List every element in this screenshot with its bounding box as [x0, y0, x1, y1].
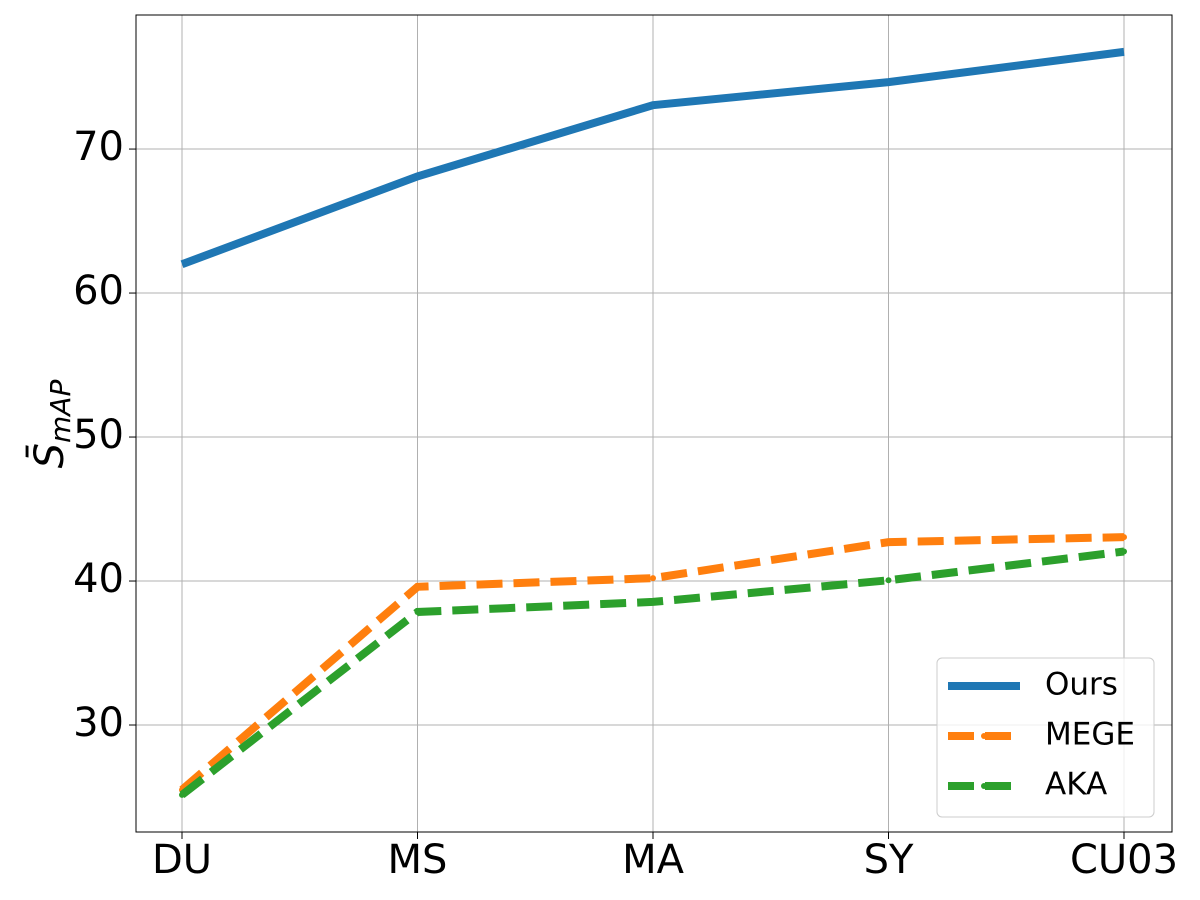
- y-tick-label: 30: [73, 700, 124, 746]
- point-marker: [414, 583, 421, 590]
- series-line: [179, 533, 1125, 793]
- legend-label: Ours: [1045, 667, 1118, 703]
- x-tick-label: SY: [864, 837, 914, 883]
- x-tick-label: MS: [388, 837, 448, 883]
- legend-marker: [981, 783, 987, 789]
- point-marker: [1121, 534, 1127, 541]
- y-tick-label: 60: [73, 268, 124, 314]
- plot-frame: [135, 14, 1173, 833]
- point-marker: [885, 539, 892, 546]
- y-tick-label: 50: [73, 412, 124, 458]
- x-tick-label: CU03: [1070, 837, 1178, 883]
- legend: Ours MEGE AKA: [936, 657, 1155, 818]
- point-marker: [650, 598, 656, 605]
- point-marker: [885, 577, 892, 584]
- legend-label: AKA: [1045, 767, 1107, 803]
- series-line: [180, 47, 1125, 268]
- y-axis-label: S̄mAP: [25, 380, 77, 469]
- point-marker: [179, 791, 185, 798]
- x-tick-label: MA: [622, 837, 685, 883]
- legend-label: MEGE: [1045, 717, 1135, 753]
- legend-box: [936, 657, 1155, 818]
- point-marker: [414, 608, 421, 615]
- y-tick-label: 40: [73, 556, 124, 602]
- legend-marker: [981, 733, 987, 739]
- point-marker: [650, 575, 656, 582]
- point-marker: [1121, 548, 1127, 555]
- x-tick-label: DU: [152, 837, 212, 883]
- y-tick-label: 70: [73, 124, 124, 170]
